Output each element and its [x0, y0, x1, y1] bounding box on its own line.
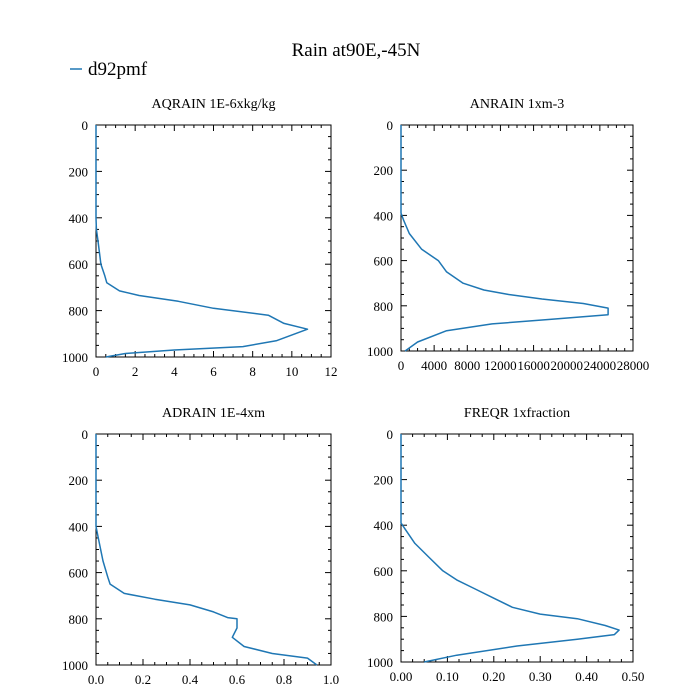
- plot-frame: [400, 124, 634, 352]
- y-tick-label: 200: [69, 473, 89, 488]
- x-tick-label: 0.40: [575, 669, 598, 684]
- legend: d92pmf: [70, 59, 148, 80]
- x-tick-label: 8000: [454, 358, 480, 373]
- panel-2: ANRAIN 1xm-30 4000 8000 12000 16000 20000 2400…: [367, 97, 649, 373]
- panel-1: AQRAIN 1E-6xkg/kg 0 2 4 6 8 10 12 0 200 400 600 800 1…: [62, 97, 338, 379]
- x-tick-label: 10: [285, 364, 298, 379]
- x-tick-label: 0.2: [135, 672, 151, 687]
- y-tick-label: 400: [374, 518, 394, 533]
- panel-3: ADRAIN 1E-4xm 0.0 0.2 0.4 0.6 0.8 1.0 0 200 400 60…: [62, 406, 339, 687]
- y-tick-label: 800: [374, 299, 394, 314]
- figure-title: Rain at90E,-45N: [292, 40, 421, 61]
- series-line: [95, 434, 318, 666]
- y-tick-label: 0: [82, 427, 89, 442]
- y-tick-label: 800: [69, 612, 89, 627]
- x-tick-label: 0: [398, 358, 405, 373]
- y-tick-label: 800: [374, 609, 394, 624]
- x-tick-label: 24000: [584, 358, 617, 373]
- x-tick-label: 12000: [484, 358, 517, 373]
- plot-frame: [95, 433, 332, 666]
- y-tick-label: 0: [387, 118, 394, 133]
- y-tick-label: 400: [374, 208, 394, 223]
- x-tick-label: 6: [210, 364, 217, 379]
- y-tick-label: 1000: [367, 655, 393, 670]
- y-tick-label: 800: [69, 304, 89, 319]
- x-tick-label: 16000: [517, 358, 550, 373]
- x-tick-label: 20000: [550, 358, 583, 373]
- x-tick-label: 0.20: [482, 669, 505, 684]
- plot-frame: [95, 124, 332, 358]
- y-tick-label: 200: [69, 164, 89, 179]
- x-tick-label: 0.10: [436, 669, 459, 684]
- x-tick-label: 0.4: [182, 672, 199, 687]
- x-tick-label: 0.0: [88, 672, 104, 687]
- y-tick-label: 200: [374, 163, 394, 178]
- x-tick-label: 2: [132, 364, 139, 379]
- panel-title: ANRAIN 1xm-3: [470, 97, 565, 112]
- y-tick-label: 400: [69, 519, 89, 534]
- x-tick-label: 0.6: [229, 672, 246, 687]
- x-tick-label: 0.00: [390, 669, 413, 684]
- y-tick-label: 0: [82, 118, 89, 133]
- x-tick-label: 4000: [421, 358, 447, 373]
- legend-label: d92pmf: [88, 59, 148, 80]
- x-tick-label: 0.8: [276, 672, 292, 687]
- y-tick-label: 600: [374, 564, 394, 579]
- panel-4: FREQR 1xfraction 0.00 0.10 0.20 0.30 0.40 0.50…: [367, 406, 644, 684]
- y-tick-label: 1000: [62, 658, 88, 673]
- plot-frame: [400, 433, 634, 663]
- series-line: [95, 125, 309, 358]
- x-tick-label: 0: [93, 364, 100, 379]
- y-tick-label: 1000: [367, 344, 393, 359]
- panel-title: FREQR 1xfraction: [464, 406, 570, 421]
- y-tick-label: 600: [69, 566, 89, 581]
- y-tick-label: 0: [387, 427, 394, 442]
- panels: AQRAIN 1E-6xkg/kg 0 2 4 6 8 10 12 0 200 400 600 800 1…: [62, 97, 649, 687]
- y-tick-label: 1000: [62, 350, 88, 365]
- panel-title: AQRAIN 1E-6xkg/kg: [151, 97, 275, 112]
- y-tick-label: 400: [69, 211, 89, 226]
- y-tick-label: 200: [374, 473, 394, 488]
- x-tick-label: 8: [249, 364, 256, 379]
- y-tick-label: 600: [69, 257, 89, 272]
- x-tick-label: 1.0: [323, 672, 339, 687]
- panel-title: ADRAIN 1E-4xm: [162, 406, 265, 421]
- x-tick-label: 28000: [617, 358, 650, 373]
- series-line: [400, 434, 620, 663]
- x-tick-label: 4: [171, 364, 178, 379]
- y-tick-label: 600: [374, 254, 394, 269]
- x-tick-label: 0.50: [622, 669, 645, 684]
- x-tick-label: 0.30: [529, 669, 552, 684]
- series-line: [400, 125, 609, 352]
- x-tick-label: 12: [325, 364, 338, 379]
